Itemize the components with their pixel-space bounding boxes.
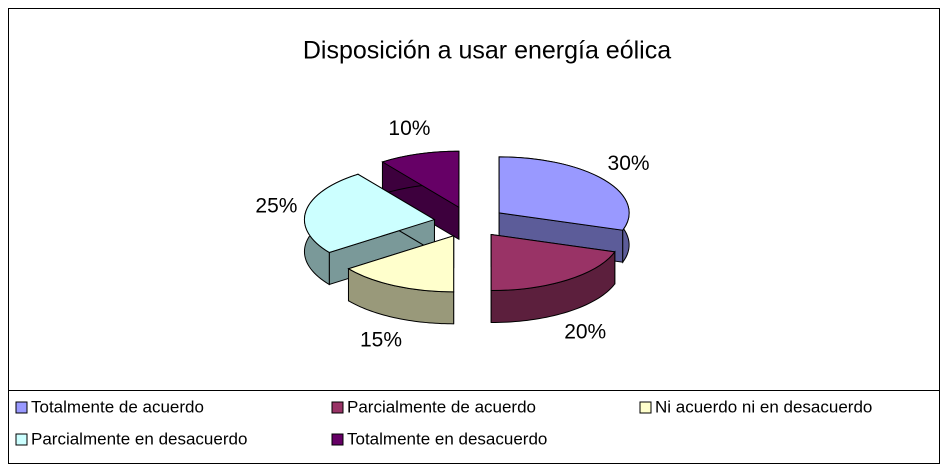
legend-swatch bbox=[15, 433, 28, 446]
data-label: 20% bbox=[564, 320, 606, 343]
data-label: 10% bbox=[388, 117, 430, 140]
slice bbox=[490, 233, 616, 292]
legend-swatch bbox=[331, 433, 344, 446]
legend-swatch bbox=[15, 401, 28, 414]
slice bbox=[347, 235, 455, 293]
pie bbox=[303, 150, 630, 325]
legend-swatch bbox=[639, 401, 652, 414]
data-label: 15% bbox=[360, 328, 402, 351]
legend-label: Ni acuerdo ni en desacuerdo bbox=[655, 397, 872, 416]
legend-swatch bbox=[331, 401, 344, 414]
legend-label: Totalmente en desacuerdo bbox=[347, 429, 547, 448]
chart-title: Disposición a usar energía eólica bbox=[303, 37, 671, 65]
chart-border bbox=[8, 8, 940, 464]
legend-label: Totalmente de acuerdo bbox=[31, 397, 204, 416]
slice bbox=[381, 150, 460, 209]
legend-label: Parcialmente en desacuerdo bbox=[31, 429, 247, 448]
legend-label: Parcialmente de acuerdo bbox=[347, 397, 536, 416]
data-label: 30% bbox=[608, 152, 650, 175]
data-label: 25% bbox=[255, 194, 297, 217]
legend-box bbox=[8, 390, 940, 464]
slice bbox=[303, 173, 436, 254]
slice bbox=[498, 156, 630, 231]
